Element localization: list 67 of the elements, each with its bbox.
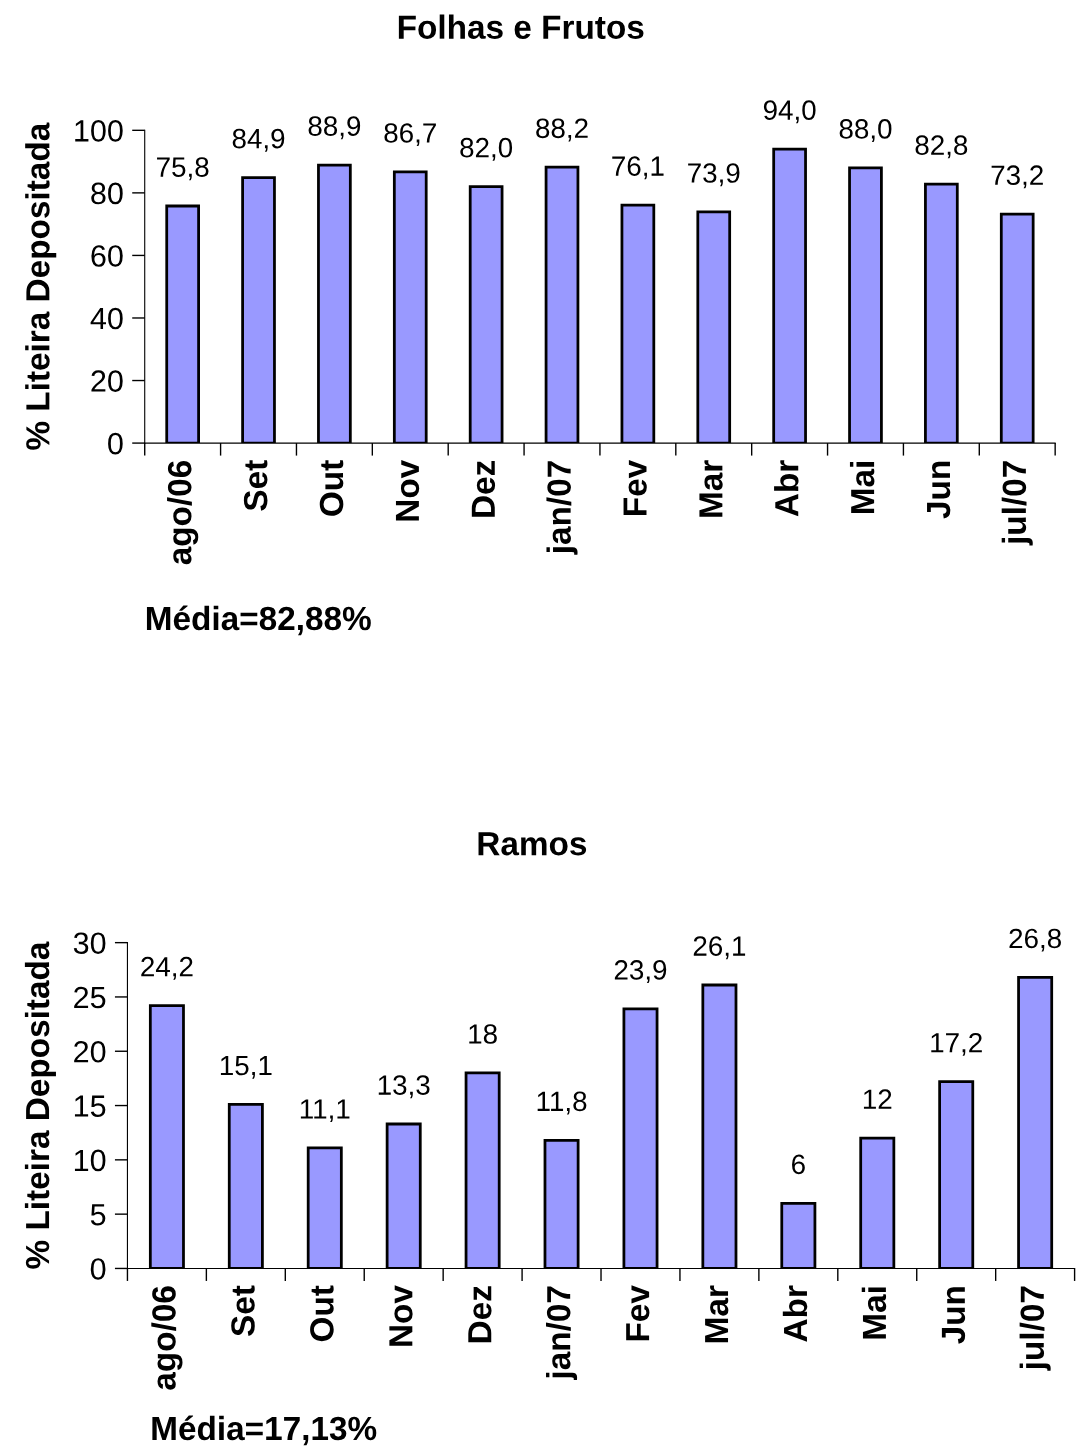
x-tick-label: Fev	[623, 459, 647, 515]
x-tick-label: Set	[231, 1285, 255, 1337]
y-tick-label: 100	[75, 120, 123, 142]
y-axis-title: % Liteira Depositada	[25, 122, 57, 450]
text: Média=17,13%	[152, 1415, 377, 1446]
y-tick-label: 30	[73, 932, 106, 955]
data-label: 24,2	[141, 956, 193, 980]
data-label: 26,1	[693, 936, 746, 960]
data-label: 18	[469, 1024, 497, 1044]
x-tick-label: ago/06	[167, 460, 199, 565]
data-label: 13,3	[378, 1075, 430, 1099]
x-tick-label: jan/07	[546, 461, 578, 555]
data-label: 82,8	[915, 135, 968, 159]
data-label: 88,0	[839, 119, 892, 143]
x-tick-label: Out	[319, 460, 344, 516]
data-label: 82,0	[460, 137, 513, 161]
data-label: 11,8	[537, 1091, 587, 1115]
y-tick-label: 15	[74, 1095, 106, 1117]
x-tick-label: Mar	[699, 460, 723, 517]
x-tick-label: jan/07	[546, 1286, 578, 1381]
data-label: 86,7	[384, 123, 436, 147]
x-tick-label: jul/07	[1019, 1286, 1051, 1371]
x-tick-label: Mai	[861, 1287, 887, 1339]
y-tick-label: 10	[74, 1149, 106, 1172]
y-tick-label: 5	[90, 1204, 106, 1226]
y-tick-label: 0	[108, 432, 123, 455]
y-tick-label: 20	[91, 370, 123, 392]
x-tick-label: Out	[310, 1285, 334, 1342]
y-tick-label: 25	[74, 986, 106, 1009]
x-tick-label: Abr	[774, 460, 799, 517]
y-tick-label: 60	[91, 245, 123, 267]
data-label: 6	[792, 1154, 805, 1175]
data-label: 76,1	[612, 156, 664, 180]
x-tick-label: Nov	[389, 1285, 413, 1346]
x-tick-label: Set	[243, 460, 268, 511]
data-label: 26,8	[1009, 928, 1061, 952]
text: Média=82,88%	[146, 605, 371, 636]
y-tick-label: 20	[74, 1040, 106, 1063]
x-tick-label: jul/07	[1001, 461, 1033, 546]
data-label: 73,9	[688, 163, 740, 187]
data-label: 23,9	[614, 960, 667, 984]
chart-title: Ramos	[478, 832, 587, 856]
x-tick-label: Mar	[705, 1285, 729, 1343]
x-tick-label: Jun	[941, 1287, 966, 1344]
data-label: 17,2	[931, 1032, 982, 1056]
y-tick-label: 80	[91, 182, 123, 205]
data-label: 73,2	[991, 165, 1043, 189]
x-tick-label: Mai	[849, 462, 875, 514]
x-tick-label: Fev	[626, 1285, 650, 1341]
x-tick-label: Dez	[471, 460, 496, 517]
y-tick-label: 40	[90, 307, 123, 330]
y-tick-label: 0	[90, 1258, 106, 1280]
x-tick-label: Abr	[782, 1285, 808, 1342]
x-tick-label: Jun	[927, 461, 951, 519]
data-label: 88,2	[536, 118, 588, 142]
x-tick-label: Dez	[468, 1286, 492, 1343]
x-tick-label: ago/06	[151, 1286, 183, 1390]
data-label: 84,9	[232, 128, 285, 152]
data-label: 88,9	[308, 116, 361, 140]
data-label: 11,1	[300, 1099, 350, 1123]
x-tick-label: Nov	[395, 459, 420, 521]
data-label: 75,8	[157, 157, 209, 181]
data-label: 15,1	[220, 1055, 272, 1079]
data-label: 12	[863, 1089, 892, 1109]
y-axis-title: % Liteira Depositada	[24, 941, 56, 1269]
data-label: 94,0	[763, 100, 816, 124]
chart-title: Folhas e Frutos	[398, 14, 644, 39]
